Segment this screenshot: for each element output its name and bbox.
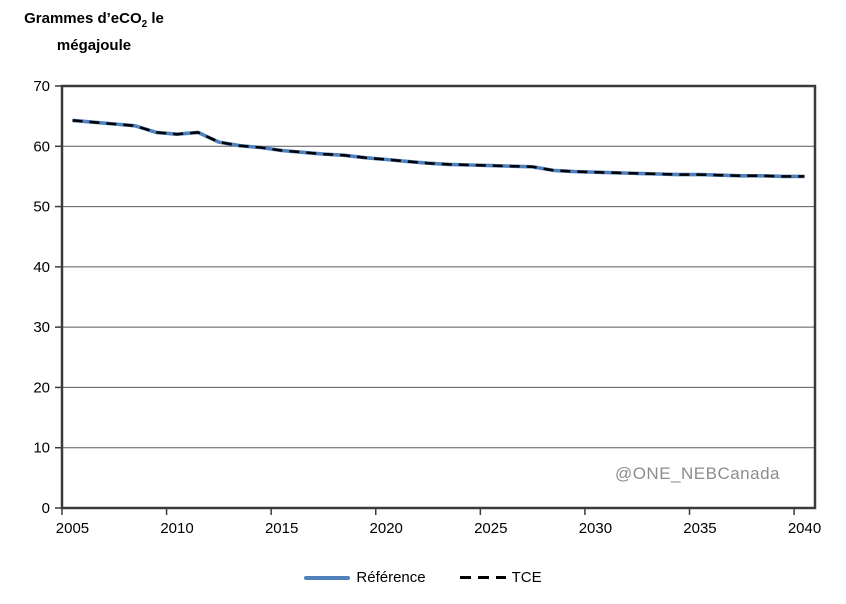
y-tick-label: 10	[33, 440, 50, 457]
chart-title-text-suffix: le	[147, 10, 164, 27]
reference-line-swatch	[304, 575, 351, 580]
x-tick-label: 2010	[160, 520, 193, 537]
series-line-Référence	[72, 118, 805, 179]
legend-label-reference: Référence	[356, 569, 426, 586]
y-tick-label: 30	[33, 319, 50, 336]
y-tick-label: 0	[42, 500, 50, 517]
x-tick-label: 2005	[56, 520, 89, 537]
legend: Référence TCE	[0, 569, 846, 586]
x-tick-label: 2040	[788, 520, 821, 537]
x-tick-label: 2025	[474, 520, 507, 537]
x-tick-label: 2035	[683, 520, 716, 537]
watermark: @ONE_NEBCanada	[614, 464, 780, 483]
x-tick-label: 2020	[370, 520, 403, 537]
legend-item-reference: Référence	[304, 569, 426, 586]
y-tick-label: 70	[33, 78, 50, 95]
chart-title: Grammes d’eCO2 le mégajoule	[8, 8, 180, 56]
x-tick-label: 2030	[579, 520, 612, 537]
legend-label-tce: TCE	[511, 569, 542, 586]
series-line-TCE	[72, 119, 805, 178]
y-tick-label: 50	[33, 199, 50, 216]
legend-item-tce: TCE	[459, 569, 542, 586]
chart-title-line2: mégajoule	[56, 37, 132, 54]
chart-title-subscript: 2	[141, 19, 148, 30]
y-tick-label: 40	[33, 259, 50, 276]
x-tick-label: 2015	[265, 520, 298, 537]
chart-title-text: Grammes d’eCO	[24, 10, 142, 27]
plot-border	[60, 84, 817, 510]
y-tick-label: 20	[33, 379, 50, 396]
chart-title-line1: Grammes d’eCO2 le	[8, 8, 180, 35]
tce-line-swatch	[459, 576, 506, 579]
y-tick-label: 60	[33, 138, 50, 155]
